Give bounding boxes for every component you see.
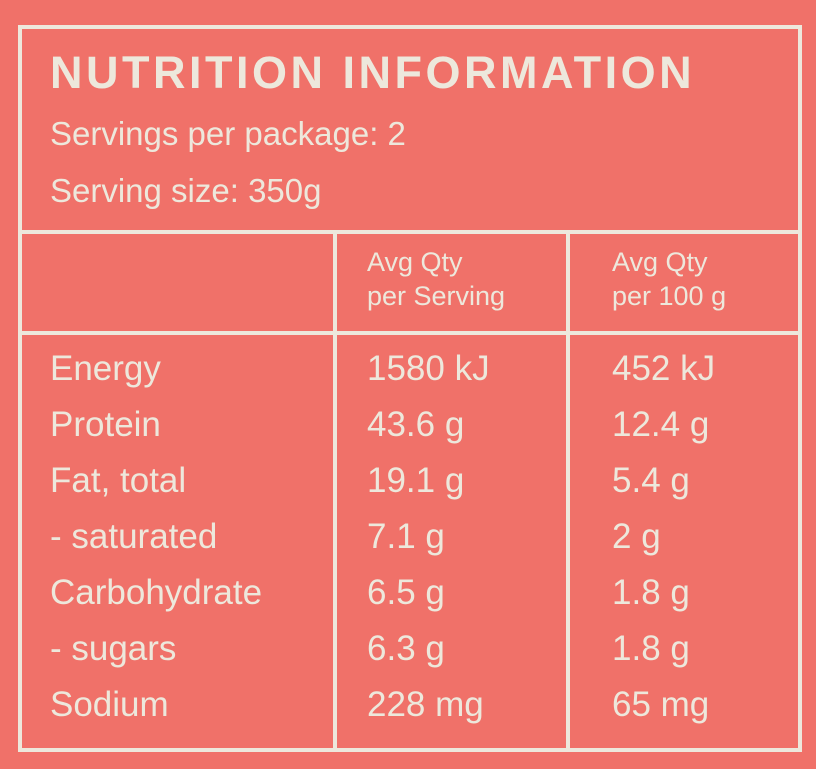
nutrient-label: - sugars [50, 629, 177, 668]
nutrient-label: Sodium [50, 685, 169, 724]
per-serving-value: 43.6 g [367, 405, 465, 444]
table-row: Sodium 228 mg 65 mg [22, 685, 798, 741]
divider [22, 230, 798, 234]
per-serving-value: 1580 kJ [367, 349, 490, 388]
column-header-per-100g: Avg Qty per 100 g [612, 245, 726, 313]
panel-title: NUTRITION INFORMATION [50, 47, 696, 98]
column-header-line: Avg Qty [612, 247, 708, 277]
divider [22, 331, 798, 335]
column-header-line: per Serving [367, 281, 506, 311]
serving-size: Serving size: 350g [50, 172, 322, 209]
column-header-line: per 100 g [612, 281, 727, 311]
nutrient-label: Carbohydrate [50, 573, 263, 612]
per-100g-value: 1.8 g [612, 629, 690, 668]
table-row: Carbohydrate 6.5 g 1.8 g [22, 573, 798, 629]
nutrient-label: Protein [50, 405, 161, 444]
per-100g-value: 2 g [612, 517, 661, 556]
per-100g-value: 5.4 g [612, 461, 690, 500]
per-serving-value: 19.1 g [367, 461, 465, 500]
column-divider [566, 230, 570, 748]
per-100g-value: 65 mg [612, 685, 710, 724]
nutrient-label: Energy [50, 349, 161, 388]
per-serving-value: 228 mg [367, 685, 484, 724]
column-header-line: Avg Qty [367, 247, 463, 277]
nutrient-label: - saturated [50, 517, 218, 556]
column-header-per-serving: Avg Qty per Serving [367, 245, 505, 313]
per-100g-value: 1.8 g [612, 573, 690, 612]
per-serving-value: 6.5 g [367, 573, 445, 612]
nutrition-panel: NUTRITION INFORMATION Servings per packa… [18, 25, 802, 752]
table-row: Energy 1580 kJ 452 kJ [22, 349, 798, 405]
table-row: - sugars 6.3 g 1.8 g [22, 629, 798, 685]
per-100g-value: 12.4 g [612, 405, 710, 444]
per-serving-value: 7.1 g [367, 517, 445, 556]
servings-per-package: Servings per package: 2 [50, 115, 406, 152]
nutrient-label: Fat, total [50, 461, 187, 500]
table-row: Fat, total 19.1 g 5.4 g [22, 461, 798, 517]
table-row: - saturated 7.1 g 2 g [22, 517, 798, 573]
per-serving-value: 6.3 g [367, 629, 445, 668]
per-100g-value: 452 kJ [612, 349, 716, 388]
table-row: Protein 43.6 g 12.4 g [22, 405, 798, 461]
column-divider [333, 230, 337, 748]
